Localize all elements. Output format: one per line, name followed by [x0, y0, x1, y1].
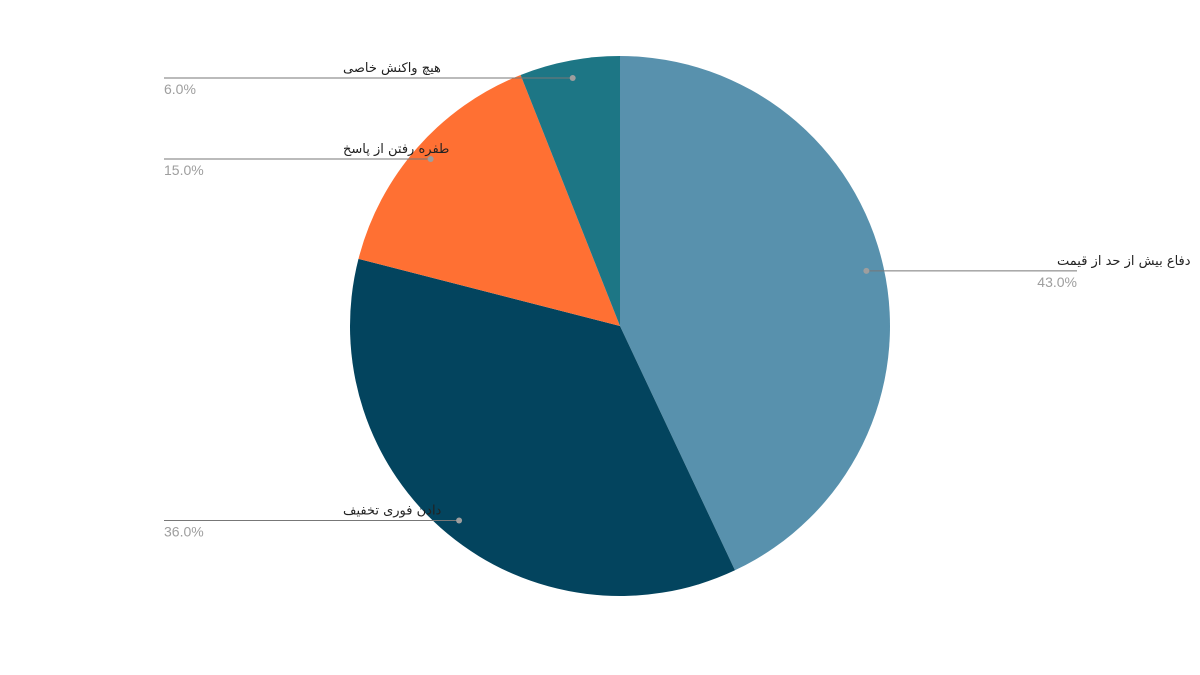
pie-slice	[620, 56, 890, 571]
pie-slice	[350, 258, 735, 596]
leader-dot	[427, 156, 434, 163]
slice-percent: 36.0%	[164, 524, 204, 540]
slice-label: دادن فوری تخفیف	[343, 504, 442, 519]
pie-slice	[358, 74, 620, 326]
leader-dot	[569, 75, 576, 82]
pie-slice	[520, 56, 620, 326]
slice-label: هیچ واکنش خاصی	[343, 61, 441, 76]
leader-dot	[863, 267, 870, 274]
slice-percent: 43.0%	[1037, 274, 1077, 290]
slice-percent: 15.0%	[164, 162, 204, 178]
slice-label: طفره رفتن از پاسخ	[343, 142, 449, 157]
leader-dot	[456, 517, 463, 524]
slice-label: دفاع بیش از حد از قیمت	[1057, 254, 1191, 269]
slice-percent: 6.0%	[164, 81, 196, 97]
